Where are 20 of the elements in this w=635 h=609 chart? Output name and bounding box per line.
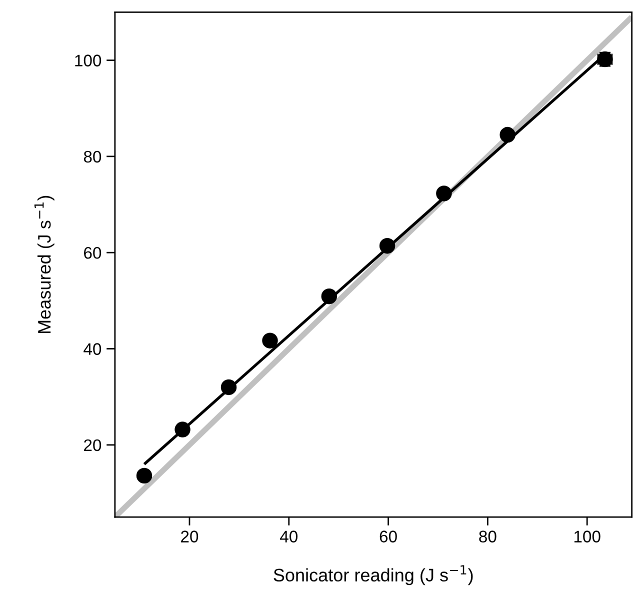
y-tick-label: 40 bbox=[84, 343, 102, 355]
x-tick-label: 20 bbox=[181, 530, 198, 542]
y-axis-title: Measured (J s$^{−1}$) bbox=[34, 196, 54, 334]
point bbox=[220, 379, 237, 396]
x-tick-label: 40 bbox=[280, 530, 298, 542]
point bbox=[136, 468, 152, 484]
point bbox=[379, 238, 396, 254]
point bbox=[321, 288, 338, 304]
x-tick-label: 80 bbox=[479, 530, 496, 542]
y-tick-label: 80 bbox=[84, 150, 102, 163]
point bbox=[500, 126, 516, 143]
y-tick-label: 20 bbox=[84, 439, 102, 452]
x-tick-label: 60 bbox=[380, 530, 397, 542]
point bbox=[436, 186, 452, 202]
x-tick-label: 100 bbox=[574, 530, 600, 542]
y-tick-label: 60 bbox=[84, 246, 102, 259]
point bbox=[262, 332, 278, 348]
point bbox=[174, 422, 190, 438]
y-tick-label: 100 bbox=[75, 54, 102, 66]
x-axis-title: Sonicator reading (J s$^{−1}$) bbox=[274, 565, 473, 586]
